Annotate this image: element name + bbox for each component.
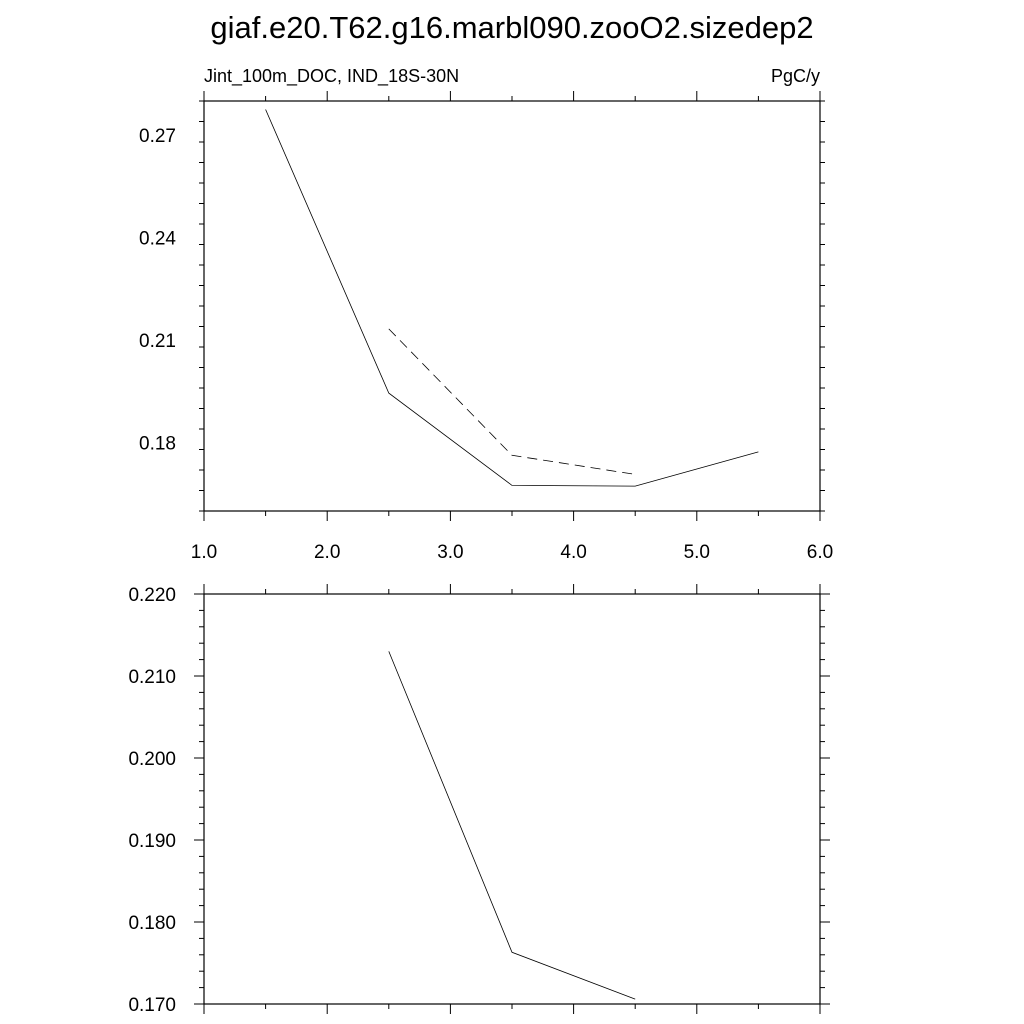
series-line-solid — [388, 651, 636, 1000]
series-line-solid — [265, 109, 759, 487]
x-tick-label: 3.0 — [437, 542, 463, 563]
y-tick-label: 0.190 — [128, 831, 176, 852]
top-panel: Jint_100m_DOC, IND_18S-30N PgC/y 1.0 2.0 3… — [139, 66, 833, 563]
chart-title: giaf.e20.T62.g16.marbl090.zooO2.sizedep2 — [210, 10, 813, 45]
y-tick-label: 0.220 — [128, 585, 176, 606]
bottom-panel: 0.170 0.180 0.190 0.200 0.210 0.220 — [128, 584, 830, 1016]
top-panel-subtitle-left: Jint_100m_DOC, IND_18S-30N — [204, 66, 459, 87]
top-panel-series — [265, 109, 759, 487]
y-tick-label: 0.24 — [139, 229, 176, 250]
y-tick-label: 0.27 — [139, 126, 176, 147]
y-tick-label: 0.21 — [139, 331, 176, 352]
bottom-panel-series — [388, 651, 636, 1000]
x-tick-label: 2.0 — [314, 542, 340, 563]
x-tick-label: 5.0 — [684, 542, 710, 563]
top-panel-tick-labels: 1.0 2.0 3.0 4.0 5.0 6.0 0.18 0.21 0.24 0.27 — [139, 126, 833, 563]
x-tick-label: 1.0 — [191, 542, 217, 563]
y-tick-label: 0.180 — [128, 913, 176, 934]
x-tick-label: 6.0 — [807, 542, 833, 563]
top-panel-subtitle-right: PgC/y — [771, 66, 820, 86]
bottom-panel-ticks — [194, 584, 830, 1014]
y-tick-label: 0.210 — [128, 667, 176, 688]
bottom-panel-tick-labels: 0.170 0.180 0.190 0.200 0.210 0.220 — [128, 585, 176, 1016]
top-panel-ticks — [199, 91, 825, 521]
series-line-dashed — [388, 328, 636, 475]
y-tick-label: 0.18 — [139, 434, 176, 455]
y-tick-label: 0.170 — [128, 995, 176, 1016]
x-tick-label: 4.0 — [560, 542, 586, 563]
top-panel-frame — [203, 100, 821, 512]
y-tick-label: 0.200 — [128, 749, 176, 770]
bottom-panel-frame — [203, 593, 821, 1005]
